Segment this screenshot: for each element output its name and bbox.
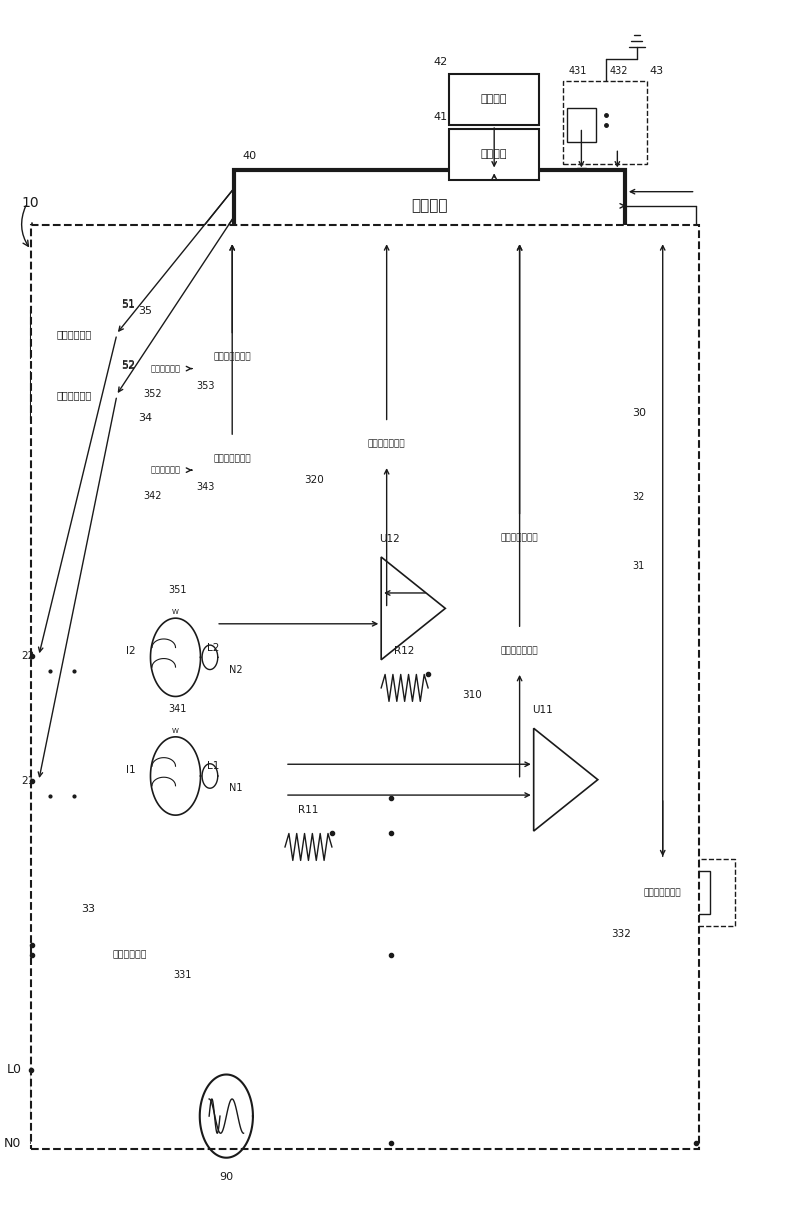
Bar xyxy=(91,928,170,982)
Text: 341: 341 xyxy=(168,704,186,714)
Bar xyxy=(450,74,539,125)
Text: 40: 40 xyxy=(242,151,256,161)
Text: 343: 343 xyxy=(197,482,215,493)
Text: 351: 351 xyxy=(168,585,186,595)
Text: 模拟数字转换器: 模拟数字转换器 xyxy=(214,353,251,361)
Text: 显示单元: 显示单元 xyxy=(481,95,507,104)
Bar xyxy=(467,494,620,568)
Text: 42: 42 xyxy=(434,57,448,66)
Text: U11: U11 xyxy=(532,705,553,715)
Text: 320: 320 xyxy=(304,474,324,485)
Text: 电压检测电路: 电压检测电路 xyxy=(113,950,147,959)
Text: L2: L2 xyxy=(206,643,219,653)
Bar xyxy=(142,350,189,387)
Text: 31: 31 xyxy=(632,560,645,570)
Text: 32: 32 xyxy=(632,492,645,503)
Text: R11: R11 xyxy=(298,805,318,815)
Text: 温度感测电路: 温度感测电路 xyxy=(150,466,180,474)
Text: U12: U12 xyxy=(380,533,400,543)
Text: 43: 43 xyxy=(650,66,663,76)
Bar xyxy=(461,401,629,578)
Bar xyxy=(562,81,647,165)
Text: 52: 52 xyxy=(121,360,135,370)
Bar xyxy=(234,171,625,241)
Text: 310: 310 xyxy=(462,691,482,701)
Bar xyxy=(31,225,699,1149)
Bar xyxy=(461,587,629,688)
Text: 模拟数字转换器: 模拟数字转换器 xyxy=(214,454,251,463)
Bar xyxy=(616,871,710,914)
Text: 51: 51 xyxy=(121,299,134,308)
Bar xyxy=(566,108,596,143)
Bar xyxy=(31,372,117,419)
Bar xyxy=(473,516,566,559)
Text: 353: 353 xyxy=(197,381,215,391)
Text: 52: 52 xyxy=(121,361,135,371)
Bar xyxy=(31,311,117,358)
Text: 342: 342 xyxy=(143,490,162,501)
Bar xyxy=(137,318,274,419)
Text: 432: 432 xyxy=(610,66,628,76)
Text: W: W xyxy=(172,728,179,734)
Text: 332: 332 xyxy=(611,929,631,939)
Text: I2: I2 xyxy=(126,646,136,656)
Text: 331: 331 xyxy=(173,971,191,981)
Text: W: W xyxy=(172,610,179,614)
Text: 开关驱动电路: 开关驱动电路 xyxy=(56,391,91,401)
Text: 开关驱动电路: 开关驱动电路 xyxy=(56,329,91,339)
Bar xyxy=(450,129,539,181)
Text: 模拟数字转换器: 模拟数字转换器 xyxy=(368,439,406,449)
Text: R12: R12 xyxy=(394,646,415,656)
Bar xyxy=(340,423,434,466)
Text: 352: 352 xyxy=(143,390,162,399)
Text: 模拟数字转换器: 模拟数字转换器 xyxy=(501,646,538,655)
Text: 21: 21 xyxy=(22,775,34,785)
Text: L1: L1 xyxy=(206,761,219,772)
Text: N0: N0 xyxy=(4,1137,22,1149)
Text: 35: 35 xyxy=(138,306,152,316)
Text: 温度感测电路: 温度感测电路 xyxy=(150,364,180,374)
Text: 存储单元: 存储单元 xyxy=(481,150,507,160)
Text: N1: N1 xyxy=(230,783,243,793)
Bar xyxy=(195,438,270,479)
Text: 微处理器: 微处理器 xyxy=(411,198,448,214)
Text: 30: 30 xyxy=(632,408,646,418)
Text: 模拟数字转换器: 模拟数字转换器 xyxy=(644,889,682,897)
Bar xyxy=(195,336,270,379)
Text: L0: L0 xyxy=(6,1063,22,1077)
Text: N2: N2 xyxy=(230,665,243,675)
Text: 431: 431 xyxy=(569,66,587,76)
Bar xyxy=(142,452,189,488)
Bar xyxy=(137,425,274,516)
Bar xyxy=(86,919,175,991)
Bar xyxy=(328,395,450,492)
Bar xyxy=(38,750,86,812)
Text: 33: 33 xyxy=(82,905,96,914)
Text: 10: 10 xyxy=(22,197,39,210)
Text: I1: I1 xyxy=(126,764,136,774)
Text: 22: 22 xyxy=(22,651,34,661)
Bar xyxy=(168,720,183,742)
Bar xyxy=(473,629,566,672)
Text: 41: 41 xyxy=(434,112,448,122)
Text: 模拟数字转换器: 模拟数字转换器 xyxy=(501,533,538,542)
Bar xyxy=(38,624,86,688)
Text: 34: 34 xyxy=(138,413,152,423)
Bar xyxy=(168,601,183,623)
Text: 90: 90 xyxy=(219,1172,234,1182)
Text: 51: 51 xyxy=(121,300,134,310)
Bar xyxy=(610,859,734,927)
